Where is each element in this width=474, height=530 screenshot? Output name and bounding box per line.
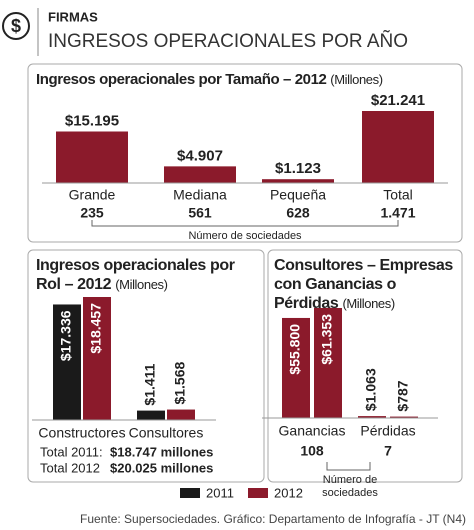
title-text: Consultores – Empresas con Ganancias o P… [274,257,453,312]
count-label: 561 [188,205,212,221]
title-text: Ingresos operacionales por Rol – 2012 [36,257,235,293]
count-label: 235 [80,205,104,221]
bar [358,416,386,418]
x-tick-label: Ganancias [279,423,346,439]
bar [137,410,165,420]
count-caption: Número de [323,474,377,486]
bar [262,179,334,183]
value-label: $55.800 [287,324,303,375]
bracket [326,462,371,471]
legend-label: 2011 [206,485,234,500]
chart-title: Ingresos operacionales por Tamaño – 2012… [36,70,383,89]
chart-title: Ingresos operacionales por Rol – 2012 (M… [36,256,258,294]
bar [282,317,310,418]
x-tick-label: Mediana [173,187,227,203]
x-tick-label: Consultores [129,425,204,441]
bar [390,416,418,418]
bar [314,308,342,418]
icon-text: $ [11,16,21,36]
value-label: $787 [395,380,411,411]
legend-swatch [248,488,268,498]
bar [56,131,128,183]
total-value: $18.747 millones [110,444,213,459]
x-tick-label: Pequeña [270,187,326,203]
subtitle: (Millones) [330,72,383,87]
value-label: $1.063 [363,368,379,411]
panel [267,249,463,483]
bar [53,304,81,420]
count-label: 628 [286,205,310,221]
bar [167,409,195,420]
panel [27,249,265,483]
total-label: Total 2012 [40,460,100,475]
count-caption: Número de sociedades [188,230,302,242]
x-tick-label: Constructores [38,425,125,441]
total-label: Total 2011: [40,444,103,459]
value-label: $18.457 [88,303,104,354]
count-label: 7 [384,443,392,459]
chart-title: Consultores – Empresas con Ganancias o P… [274,256,459,313]
bracket [91,220,399,227]
x-tick-label: Grande [69,187,116,203]
count-caption: sociedades [322,487,378,499]
panel [27,63,463,243]
bar [83,297,111,420]
x-tick-label: Total [383,187,413,203]
value-label: $61.353 [319,314,335,365]
subtitle: (Millones) [342,296,395,311]
value-label: $4.907 [177,147,223,164]
total-value: $20.025 millones [110,460,213,475]
bar [164,166,236,183]
value-label: $1.123 [275,160,321,177]
value-label: $1.568 [172,362,188,405]
section: FIRMAS [48,9,98,24]
value-label: $21.241 [371,92,425,109]
value-label: $15.195 [65,112,119,129]
subtitle: (Millones) [115,277,168,292]
legend-label: 2012 [274,485,303,500]
dollar-icon [2,12,30,40]
page-title: INGRESOS OPERACIONALES POR AÑO [48,30,408,52]
count-label: 1.471 [380,205,415,221]
title-text: Ingresos operacionales por Tamaño – 2012 [36,71,327,88]
count-label: 108 [300,443,324,459]
x-tick-label: Pérdidas [360,423,415,439]
value-label: $17.336 [58,310,74,361]
footer: Fuente: Supersociedades. Gráfico: Depart… [80,512,466,526]
legend-swatch [180,488,200,498]
value-label: $1.411 [142,363,158,405]
bar [362,111,434,183]
